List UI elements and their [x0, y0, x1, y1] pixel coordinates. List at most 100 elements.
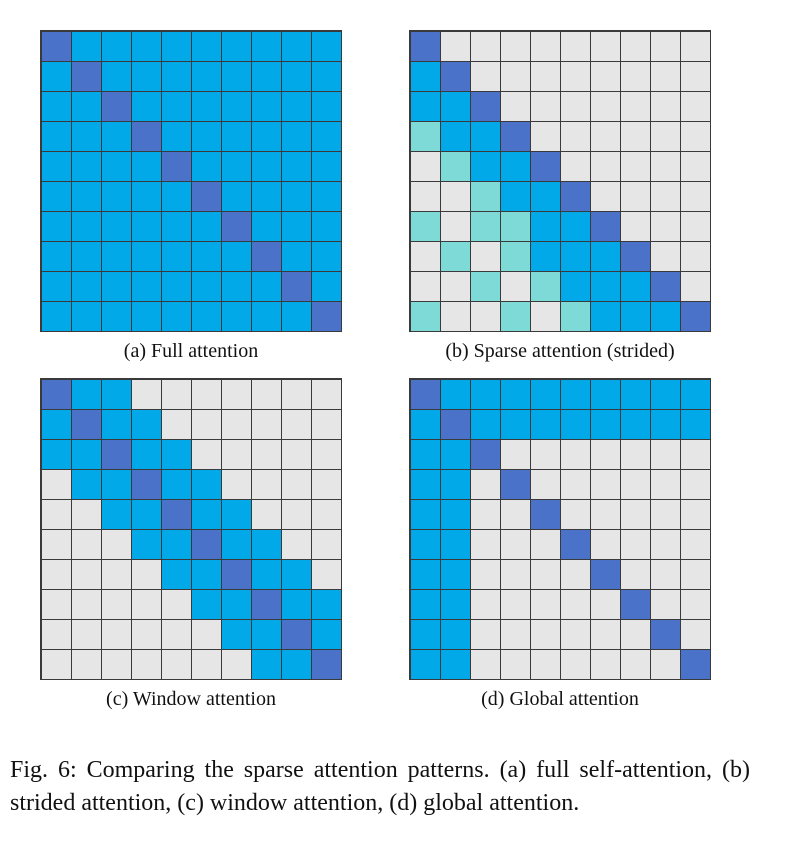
attended-cell: [410, 409, 441, 440]
empty-cell: [560, 469, 591, 500]
strided-cell: [470, 271, 501, 302]
diagonal-cell: [470, 439, 501, 470]
strided-attention-matrix: [409, 30, 711, 332]
attended-cell: [101, 211, 132, 242]
empty-cell: [500, 559, 531, 590]
strided-cell: [440, 151, 471, 182]
diagonal-cell: [440, 61, 471, 92]
empty-cell: [650, 529, 681, 560]
attended-cell: [590, 271, 621, 302]
diagonal-cell: [500, 121, 531, 152]
empty-cell: [620, 649, 651, 680]
empty-cell: [590, 499, 621, 530]
diagonal-cell: [650, 619, 681, 650]
empty-cell: [221, 469, 252, 500]
attended-cell: [410, 649, 441, 680]
attended-cell: [221, 529, 252, 560]
attended-cell: [221, 499, 252, 530]
empty-cell: [470, 649, 501, 680]
empty-cell: [101, 649, 132, 680]
empty-cell: [311, 529, 342, 560]
empty-cell: [680, 121, 711, 152]
empty-cell: [500, 589, 531, 620]
empty-cell: [620, 211, 651, 242]
attended-cell: [620, 301, 651, 332]
attended-cell: [560, 211, 591, 242]
attended-cell: [251, 181, 282, 212]
empty-cell: [221, 439, 252, 470]
attended-cell: [590, 301, 621, 332]
attended-cell: [101, 151, 132, 182]
attended-cell: [41, 181, 72, 212]
empty-cell: [590, 439, 621, 470]
attended-cell: [470, 379, 501, 410]
diagonal-cell: [101, 91, 132, 122]
empty-cell: [440, 271, 471, 302]
attended-cell: [101, 61, 132, 92]
empty-cell: [440, 181, 471, 212]
attended-cell: [161, 31, 192, 62]
empty-cell: [161, 409, 192, 440]
global-attention-matrix: [409, 378, 711, 680]
diagonal-cell: [131, 121, 162, 152]
empty-cell: [620, 121, 651, 152]
empty-cell: [560, 151, 591, 182]
empty-cell: [590, 91, 621, 122]
diagonal-cell: [680, 301, 711, 332]
attended-cell: [410, 61, 441, 92]
window-attention-matrix: [40, 378, 342, 680]
empty-cell: [440, 301, 471, 332]
empty-cell: [470, 619, 501, 650]
empty-cell: [560, 589, 591, 620]
attended-cell: [530, 379, 561, 410]
strided-cell: [500, 241, 531, 272]
empty-cell: [500, 61, 531, 92]
attended-cell: [131, 499, 162, 530]
empty-cell: [680, 31, 711, 62]
attended-cell: [560, 379, 591, 410]
attended-cell: [221, 241, 252, 272]
attended-cell: [41, 211, 72, 242]
diagonal-cell: [590, 559, 621, 590]
empty-cell: [470, 469, 501, 500]
empty-cell: [680, 619, 711, 650]
empty-cell: [470, 499, 501, 530]
empty-cell: [41, 619, 72, 650]
empty-cell: [500, 529, 531, 560]
global-attention-caption: (d) Global attention: [481, 688, 639, 710]
attended-cell: [251, 559, 282, 590]
attended-cell: [251, 619, 282, 650]
attended-cell: [251, 271, 282, 302]
attended-cell: [281, 211, 312, 242]
empty-cell: [311, 409, 342, 440]
attended-cell: [530, 241, 561, 272]
empty-cell: [470, 529, 501, 560]
attended-cell: [161, 181, 192, 212]
attended-cell: [221, 301, 252, 332]
diagonal-cell: [500, 469, 531, 500]
strided-cell: [530, 271, 561, 302]
attended-cell: [440, 499, 471, 530]
attended-cell: [311, 181, 342, 212]
attended-cell: [161, 241, 192, 272]
empty-cell: [650, 559, 681, 590]
attended-cell: [221, 271, 252, 302]
empty-cell: [221, 409, 252, 440]
attended-cell: [41, 121, 72, 152]
diagonal-cell: [191, 181, 222, 212]
empty-cell: [161, 619, 192, 650]
diagonal-cell: [281, 271, 312, 302]
empty-cell: [500, 271, 531, 302]
empty-cell: [680, 589, 711, 620]
empty-cell: [620, 151, 651, 182]
attended-cell: [251, 121, 282, 152]
attended-cell: [410, 619, 441, 650]
attended-cell: [161, 559, 192, 590]
attended-cell: [101, 409, 132, 440]
attended-cell: [41, 241, 72, 272]
empty-cell: [191, 439, 222, 470]
strided-cell: [500, 301, 531, 332]
empty-cell: [191, 619, 222, 650]
diagonal-cell: [131, 469, 162, 500]
empty-cell: [440, 211, 471, 242]
